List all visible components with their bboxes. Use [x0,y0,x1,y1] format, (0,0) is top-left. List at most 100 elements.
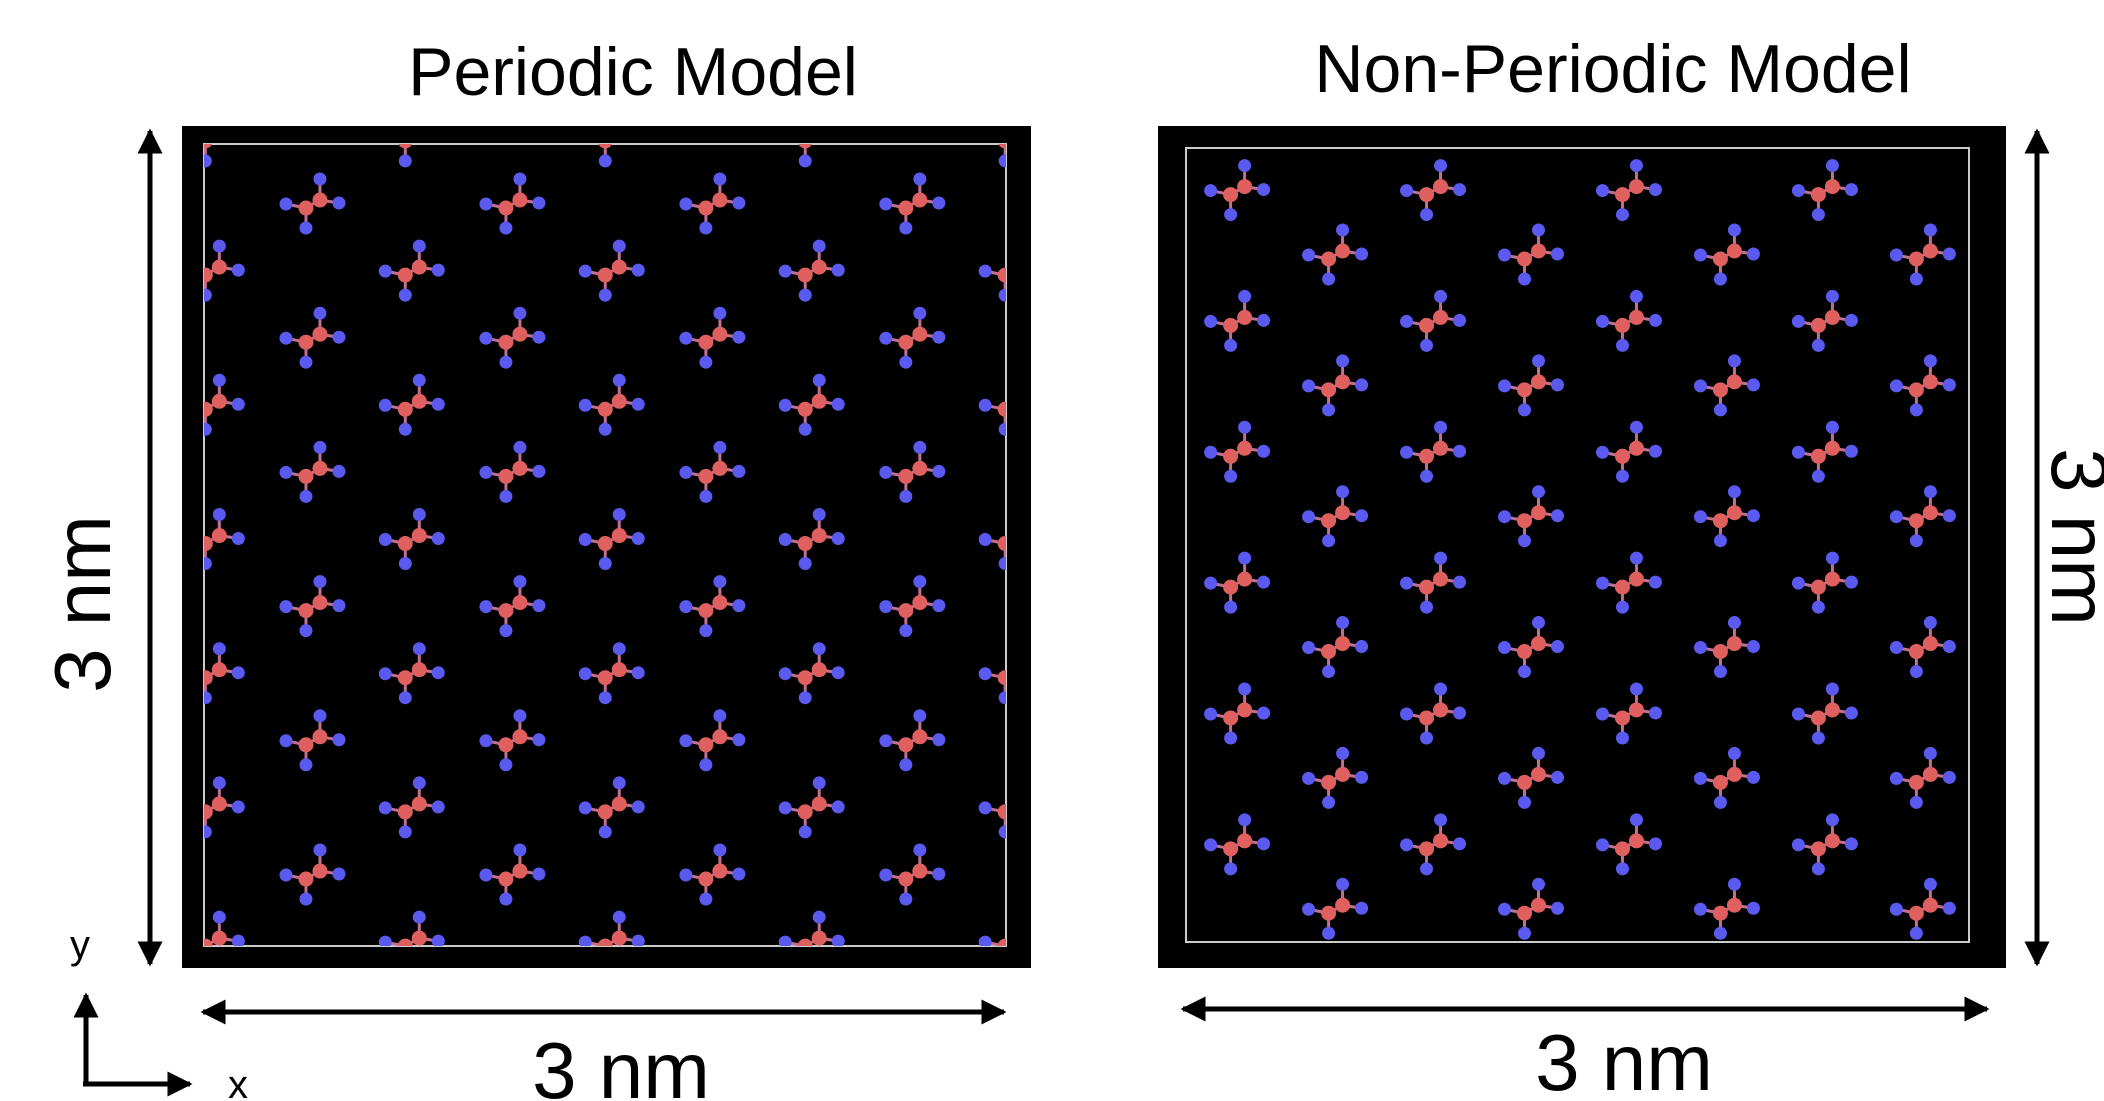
atom [1942,770,1956,784]
atom [1099,893,1112,906]
panel-title: Non-Periodic Model [1314,31,1911,107]
atom [298,603,314,619]
atom [1844,183,1858,197]
atom [998,154,1006,168]
atom [1302,902,1316,916]
atom [298,468,314,484]
atom [899,489,913,503]
atom [1889,248,1903,262]
atom [299,892,313,906]
atom [1923,746,1937,760]
atom [1628,571,1644,587]
atom [732,330,746,344]
atom [1746,378,1760,392]
atom [997,938,1006,946]
atom [611,259,627,275]
atom [1648,183,1662,197]
atom [1419,187,1435,203]
atom [912,595,928,611]
atom [1922,243,1938,259]
molecule [778,239,845,302]
molecule [978,398,1006,436]
molecule [879,172,946,235]
atom [1420,338,1434,352]
atom [231,934,245,946]
atom [1908,905,1924,921]
bond [1286,70,1306,74]
molecule [578,373,645,436]
molecule [204,776,245,839]
atom [598,825,612,839]
atom [1727,877,1741,891]
atom [1224,338,1238,352]
atom [1302,248,1316,262]
atom [1453,837,1467,851]
atom [1889,771,1903,785]
atom [679,734,693,748]
atom [431,532,445,546]
atom [798,154,812,168]
atom [713,843,727,857]
atom [997,267,1006,283]
atom [1518,534,1532,548]
atom [1810,187,1826,203]
atom [1615,731,1629,745]
molecule [1079,441,1145,503]
molecule [1498,223,1565,286]
atom [732,599,746,613]
atom [1629,159,1643,173]
atom [1615,469,1629,483]
atom [1648,706,1662,720]
atom [113,327,128,342]
atom [298,334,314,350]
atom [397,536,413,552]
atom [1824,309,1840,325]
atom [299,87,312,100]
atom [1595,707,1609,721]
atom [698,200,714,216]
atom [879,465,893,479]
atom [398,691,412,705]
atom [1693,248,1707,262]
molecule [1302,746,1369,809]
molecule [879,306,946,369]
atom [797,267,813,283]
atom [397,938,413,946]
bond [1086,204,1106,208]
atom [698,737,714,753]
atom [1257,313,1271,327]
molecule [1498,354,1565,417]
atom [1615,338,1629,352]
atom [611,393,627,409]
atom [797,670,813,686]
molecule [1400,813,1467,876]
molecule [578,508,645,571]
atom [978,935,992,946]
atom [699,758,713,772]
molecule [1204,551,1271,614]
atom [1844,575,1858,589]
atom [1237,440,1253,456]
atom [1099,87,1112,100]
molecule [1595,682,1662,745]
atom [812,239,826,253]
atom [299,355,313,369]
bond [1086,472,1106,476]
atom [1224,600,1238,614]
atom [1112,729,1127,744]
atom [899,624,913,638]
atom [913,575,927,589]
atom [797,536,813,552]
atom [1628,179,1644,195]
atom [578,398,592,412]
atom [1355,640,1369,654]
atom [1032,935,1045,948]
atom [1224,208,1238,222]
atom [797,804,813,820]
molecule [1498,485,1565,548]
atom [698,334,714,350]
atom [1453,444,1467,458]
width-label: 3 nm [532,1026,710,1101]
atom [412,642,426,656]
atom [411,259,427,275]
